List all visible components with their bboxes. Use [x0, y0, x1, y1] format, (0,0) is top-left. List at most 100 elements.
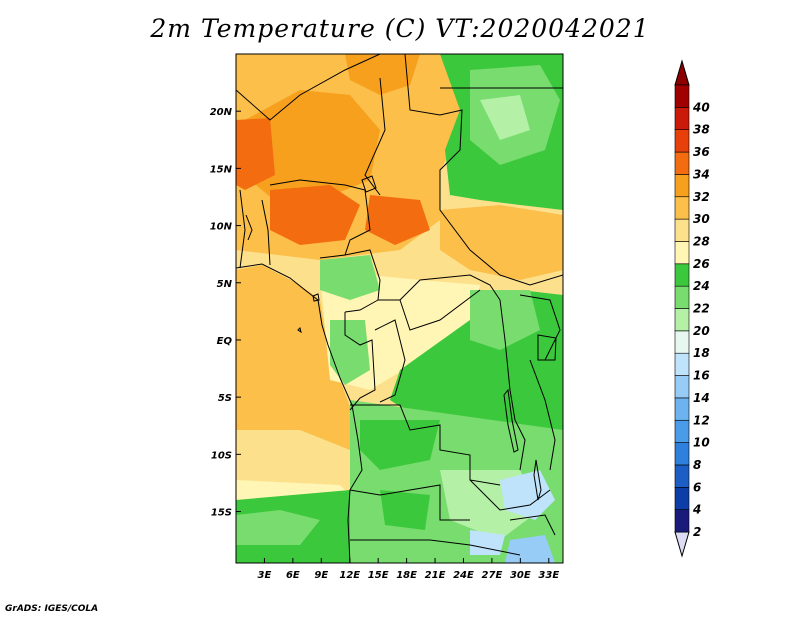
colorbar-segment — [674, 486, 690, 510]
y-tick-label: 5N — [217, 279, 233, 290]
colorbar-label: 18 — [693, 346, 710, 360]
field-west-central-green — [330, 320, 370, 385]
colorbar-under-triangle — [674, 531, 690, 558]
colorbar-label: 34 — [693, 167, 710, 181]
colorbar-segment — [674, 397, 690, 421]
coastline-central-africa — [317, 299, 363, 563]
border-ghana — [239, 189, 246, 269]
colorbar-segment — [674, 285, 690, 309]
colorbar-label: 8 — [693, 458, 701, 472]
field-hot-core-west — [236, 118, 275, 190]
field-south-green-dark — [360, 420, 440, 470]
colorbar-label: 10 — [693, 436, 710, 450]
colorbar-segment — [674, 218, 690, 242]
colorbar-segment — [674, 308, 690, 332]
colorbar-segment — [674, 151, 690, 175]
colorbar-segment — [674, 129, 690, 153]
colorbar-label: 24 — [693, 279, 710, 293]
colorbar-label: 6 — [693, 480, 701, 494]
colorbar-label: 26 — [693, 257, 710, 271]
lake-tanganyika — [503, 388, 519, 453]
border-nigeria — [269, 179, 371, 259]
x-tick-label: 9E — [314, 570, 328, 581]
colorbar-label: 22 — [693, 302, 710, 316]
lake-malawi — [533, 459, 542, 501]
colorbar-segment — [674, 464, 690, 488]
colorbar-segment — [674, 196, 690, 220]
field-central-green-west — [320, 255, 380, 300]
y-tick-label: 10N — [210, 222, 233, 233]
x-tick-label: 15E — [368, 570, 389, 581]
border-east-lakes — [499, 299, 526, 471]
colorbar-segment — [674, 442, 690, 466]
border-chad-sudan — [404, 54, 563, 286]
field-northeast-pale — [480, 95, 530, 140]
y-tick-label: 5S — [218, 393, 232, 404]
y-tick-label: 10S — [211, 450, 232, 461]
colorbar-label: 4 — [692, 503, 701, 517]
colorbar-label: 14 — [693, 391, 710, 405]
temperature-field — [236, 54, 563, 563]
border-uganda-kenya — [519, 294, 561, 361]
x-tick-label: 24E — [453, 570, 474, 581]
y-tick-label: 15S — [211, 508, 232, 519]
colorbar-segment — [674, 174, 690, 198]
border-cameroon — [344, 249, 381, 313]
colorbar-label: 12 — [693, 413, 710, 427]
colorbar-label: 40 — [692, 100, 710, 114]
grads-credit: GrADS: IGES/COLA — [5, 604, 99, 614]
colorbar-segment — [674, 263, 690, 287]
lake-chad-outline — [361, 175, 377, 193]
field-hot-core-north — [345, 54, 420, 95]
border-tanzania — [529, 359, 556, 471]
colorbar-segment — [674, 375, 690, 399]
border-zambia — [469, 479, 551, 511]
border-niger-chad — [364, 77, 386, 196]
x-tick-label: 33E — [538, 570, 559, 581]
field-south-lightest — [470, 530, 505, 555]
y-tick-label: 15N — [210, 164, 233, 175]
coastline-west-africa — [236, 263, 319, 301]
colorbar-label: 36 — [693, 145, 710, 159]
x-tick-label: 21E — [425, 570, 446, 581]
border-south-namibia — [350, 539, 521, 556]
colorbar-segment — [674, 84, 690, 108]
x-tick-label: 30E — [510, 570, 531, 581]
colorbar-label: 28 — [693, 234, 710, 248]
x-axis: 3E 6E 9E 12E 15E 18E 21E 24E 27E 30E 33E — [258, 558, 559, 581]
colorbar-segment — [674, 330, 690, 354]
y-axis: 20N 15N 10N 5N EQ 5S 10S 15S — [210, 107, 241, 519]
border-congo — [344, 312, 376, 411]
field-ocean-lightgreen — [236, 510, 320, 545]
border-drc-west — [374, 319, 406, 403]
y-tick-label: 20N — [210, 107, 233, 118]
y-tick-label: EQ — [217, 336, 233, 347]
border-drc-angola — [350, 404, 501, 486]
field-south-cooler — [505, 535, 555, 563]
field-south-green-patch — [380, 490, 430, 530]
field-congo-light — [470, 290, 540, 350]
sao-tome-island — [297, 327, 302, 334]
colorbar-label: 2 — [693, 525, 701, 539]
colorbar-label: 30 — [693, 212, 710, 226]
political-boundaries — [236, 54, 563, 563]
colorbar-segment — [674, 419, 690, 443]
border-car — [378, 274, 501, 301]
field-hot-core-center — [270, 185, 360, 245]
field-north-hot — [245, 90, 380, 205]
colorbar-over-triangle — [674, 59, 690, 86]
colorbar-label: 32 — [693, 190, 710, 204]
border-mozambique — [509, 514, 556, 536]
border-benin — [261, 199, 271, 266]
colorbar-label: 16 — [693, 369, 710, 383]
lake-victoria — [537, 334, 557, 361]
x-tick-label: 18E — [396, 570, 417, 581]
colorbar-segment — [674, 352, 690, 376]
x-tick-label: 27E — [482, 570, 503, 581]
x-tick-label: 3E — [258, 570, 272, 581]
field-sahel-east-warm — [440, 205, 563, 280]
border-drc-north — [399, 289, 481, 331]
colorbar-label: 20 — [693, 324, 710, 338]
